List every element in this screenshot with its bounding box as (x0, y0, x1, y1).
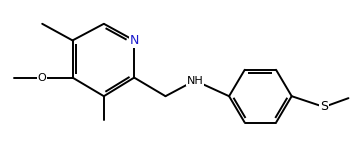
Text: NH: NH (186, 76, 203, 85)
Text: S: S (320, 100, 328, 113)
Text: O: O (38, 73, 47, 83)
Text: N: N (130, 34, 139, 47)
